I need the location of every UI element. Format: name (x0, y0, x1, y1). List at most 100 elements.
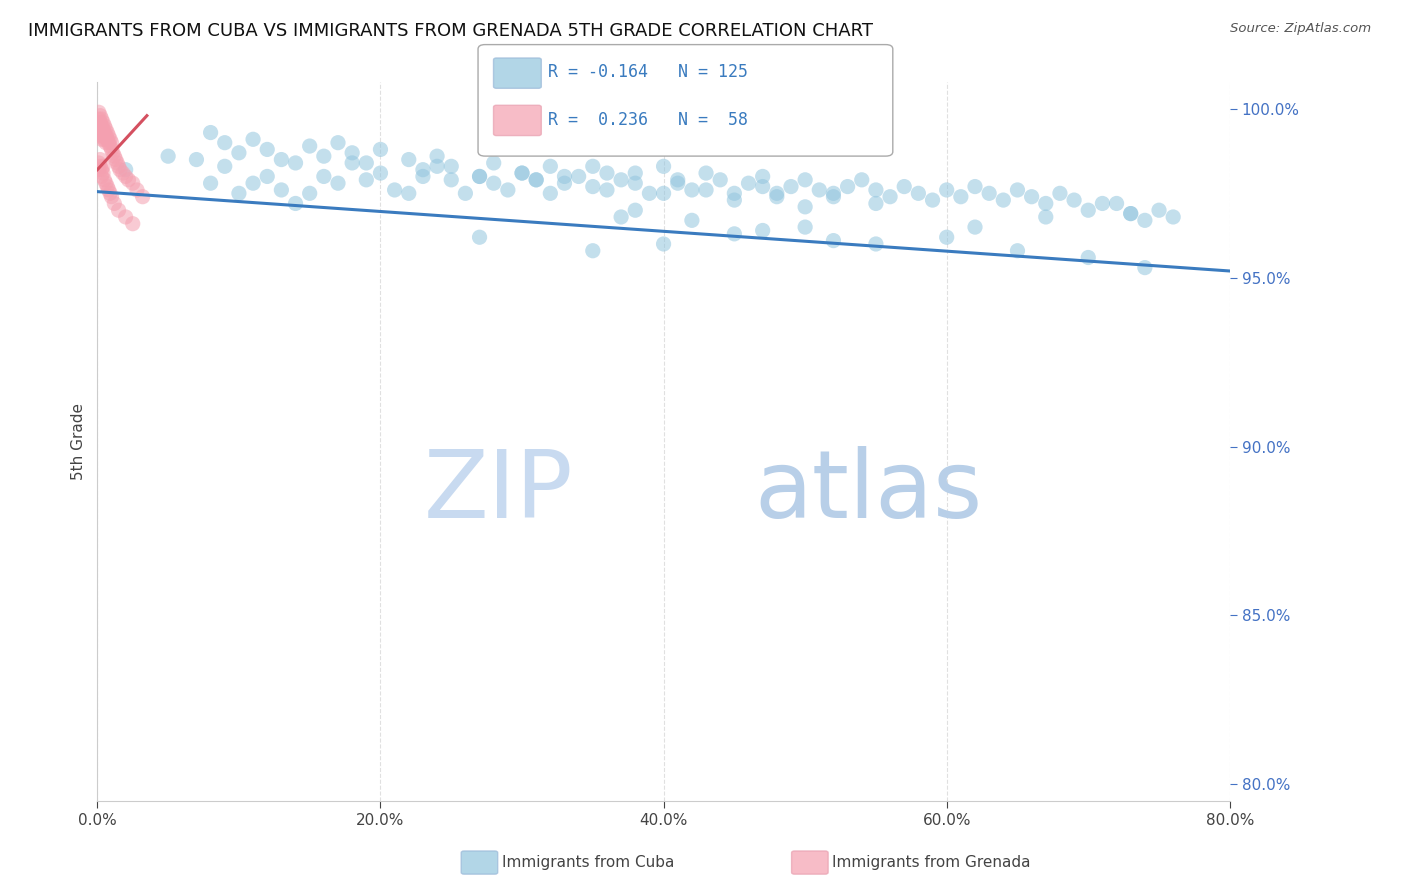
Point (93, 132, 115, 146)
Text: Immigrants from Grenada: Immigrants from Grenada (832, 855, 1031, 870)
Point (370, 166, 392, 180)
Point (340, 156, 363, 170)
Text: Source: ZipAtlas.com: Source: ZipAtlas.com (1230, 22, 1371, 36)
Point (652, 186, 675, 201)
Point (91, 122, 114, 136)
Point (482, 156, 505, 170)
Point (89, 115, 111, 129)
Point (1007, 244, 1029, 258)
Point (101, 145, 124, 160)
Point (482, 176, 505, 190)
Point (91, 166, 114, 180)
Point (104, 153, 127, 167)
Point (131, 190, 153, 204)
Point (214, 136, 236, 150)
Point (426, 159, 449, 173)
Point (751, 223, 773, 237)
Point (1021, 190, 1043, 204)
Point (652, 237, 675, 252)
Point (751, 179, 773, 194)
Point (105, 156, 128, 170)
Point (538, 186, 561, 201)
Point (93, 119, 115, 133)
Point (298, 186, 321, 201)
Point (823, 186, 845, 201)
Point (94, 122, 117, 136)
Point (582, 244, 605, 258)
Point (1119, 206, 1142, 220)
Point (89, 109, 111, 123)
Point (117, 173, 139, 187)
Point (454, 186, 477, 201)
Point (524, 173, 547, 187)
Point (794, 200, 817, 214)
Point (666, 176, 689, 190)
Point (510, 166, 533, 180)
Point (97, 183, 120, 197)
Point (1077, 203, 1099, 218)
Point (398, 186, 420, 201)
Point (256, 143, 278, 157)
Point (103, 149, 125, 163)
Point (695, 166, 717, 180)
Point (93, 126, 115, 140)
Point (90, 126, 112, 140)
Point (312, 169, 335, 184)
Point (963, 220, 986, 235)
Text: IMMIGRANTS FROM CUBA VS IMMIGRANTS FROM GRENADA 5TH GRADE CORRELATION CHART: IMMIGRANTS FROM CUBA VS IMMIGRANTS FROM … (28, 22, 873, 40)
Point (993, 193, 1015, 207)
Text: R = -0.164   N = 125: R = -0.164 N = 125 (548, 63, 748, 81)
Point (510, 166, 533, 180)
Point (94, 176, 117, 190)
Point (1049, 186, 1071, 201)
Point (723, 186, 745, 201)
Point (624, 176, 647, 190)
Point (907, 186, 929, 201)
Point (103, 196, 125, 211)
Point (610, 210, 633, 224)
Point (1077, 251, 1099, 265)
Point (568, 169, 591, 184)
Point (1091, 196, 1114, 211)
Point (638, 186, 661, 201)
Point (98, 139, 121, 153)
Point (298, 139, 321, 153)
Point (228, 145, 250, 160)
Point (111, 166, 134, 180)
Point (823, 234, 845, 248)
Point (582, 159, 605, 173)
Point (851, 173, 873, 187)
Point (91, 159, 114, 173)
Point (89, 128, 111, 143)
Point (384, 183, 406, 197)
Point (553, 176, 575, 190)
Point (200, 176, 222, 190)
Point (695, 183, 717, 197)
Point (214, 159, 236, 173)
Point (98, 186, 121, 201)
Point (553, 169, 575, 184)
Point (440, 159, 463, 173)
Point (97, 136, 120, 150)
Point (794, 220, 817, 235)
Point (90, 132, 112, 146)
Point (1007, 183, 1029, 197)
Point (921, 193, 943, 207)
Point (186, 153, 208, 167)
Point (624, 203, 647, 218)
Point (963, 179, 986, 194)
Point (879, 190, 901, 204)
Point (89, 159, 111, 173)
Point (766, 186, 789, 201)
Point (538, 159, 561, 173)
Point (794, 173, 817, 187)
Point (1035, 196, 1057, 211)
Point (709, 173, 731, 187)
Point (780, 179, 803, 194)
Point (1063, 193, 1085, 207)
Point (766, 190, 789, 204)
Point (107, 159, 129, 173)
Point (107, 203, 129, 218)
Point (412, 162, 434, 177)
Point (681, 213, 703, 227)
